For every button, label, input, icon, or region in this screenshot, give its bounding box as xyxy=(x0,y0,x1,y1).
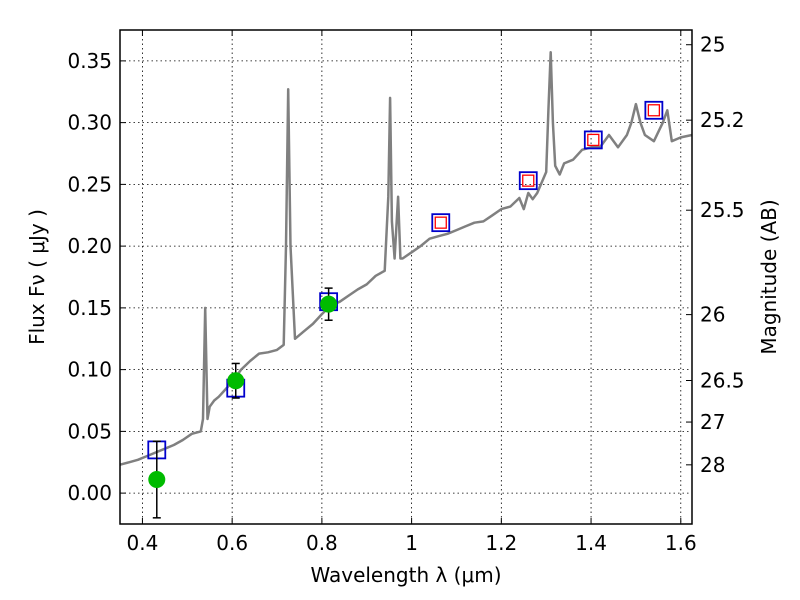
x-tick-label: 0.6 xyxy=(216,531,248,555)
y-tick-label: 0.35 xyxy=(67,49,112,73)
y-tick-label: 0.05 xyxy=(67,419,112,443)
upper-limit-point xyxy=(647,104,661,117)
x-tick-label: 1 xyxy=(405,531,418,555)
y-axis-label: Flux Fν ( μJy ) xyxy=(25,209,49,345)
upper-limit-point xyxy=(587,133,600,147)
model-photometry-point xyxy=(644,100,664,120)
upper-limit-point xyxy=(522,174,535,187)
right-tick-label: 26.5 xyxy=(700,368,745,392)
x-tick-label: 0.8 xyxy=(306,531,338,555)
model-photometry-point xyxy=(583,130,603,150)
x-axis-label: Wavelength λ (μm) xyxy=(310,563,501,587)
spectrum-layer xyxy=(119,50,693,466)
ticks: 0.4 0.6 0.8 1 1.2 1.4 1.6 0.00 0.05 0.10 0.15 0.20 0… xyxy=(67,30,745,555)
observed-photometry-point xyxy=(148,471,166,489)
x-tick-label: 0.4 xyxy=(127,531,159,555)
right-tick-label: 27 xyxy=(700,410,725,434)
y-tick-label: 0.15 xyxy=(67,296,112,320)
right-tick-label: 28 xyxy=(700,453,725,477)
right-tick-label: 25.2 xyxy=(700,108,745,132)
right-tick-label: 25.5 xyxy=(700,198,745,222)
y-tick-label: 0.25 xyxy=(67,172,112,196)
markers-layer xyxy=(147,100,664,519)
observed-photometry-point xyxy=(320,295,338,313)
plot-frame xyxy=(119,29,693,525)
x-tick-label: 1.4 xyxy=(575,531,607,555)
y-tick-label: 0.20 xyxy=(67,234,112,258)
upper-limit-point xyxy=(434,216,447,229)
right-axis-label: Magnitude (AB) xyxy=(757,199,781,354)
right-tick-label: 25 xyxy=(700,33,725,57)
y-tick-label: 0.10 xyxy=(67,358,112,382)
model-photometry-point xyxy=(518,171,538,191)
spectrum-line xyxy=(119,50,693,466)
observed-photometry-point xyxy=(227,372,245,390)
x-tick-label: 1.6 xyxy=(665,531,697,555)
y-tick-label: 0.30 xyxy=(67,111,112,135)
model-photometry-point xyxy=(431,213,451,233)
x-tick-label: 1.2 xyxy=(485,531,517,555)
right-tick-label: 26 xyxy=(700,303,725,327)
y-tick-label: 0.00 xyxy=(67,481,112,505)
grid xyxy=(120,30,692,524)
